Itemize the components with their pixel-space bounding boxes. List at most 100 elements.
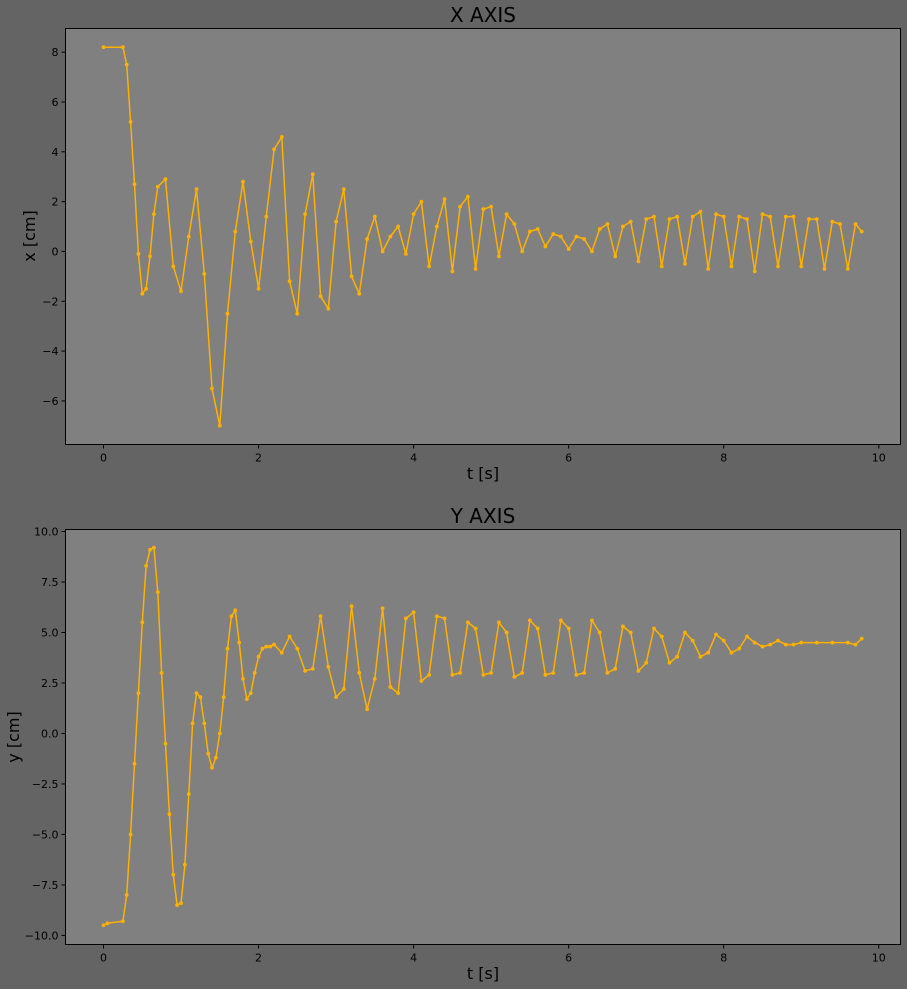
y-axis-data-point <box>636 669 641 673</box>
x-axis-data-point <box>721 214 726 219</box>
x-axis-data-point <box>690 214 695 219</box>
y-axis-data-point <box>167 812 172 817</box>
x-axis-data-point <box>590 249 594 254</box>
y-axis-xtick-label: 10 <box>872 952 886 965</box>
x-axis-data-point <box>163 177 168 182</box>
y-axis-data-point <box>411 610 416 615</box>
x-axis-data-point <box>179 289 183 294</box>
x-axis-data-point <box>776 264 780 269</box>
y-axis-data-point <box>260 646 265 651</box>
y-axis-data-point <box>706 650 711 655</box>
x-axis-data-point <box>497 254 501 259</box>
y-axis-data-point <box>721 638 726 643</box>
y-axis-data-point <box>124 893 129 897</box>
y-axis-data-point <box>690 638 695 643</box>
y-axis-data-point <box>621 624 625 629</box>
x-axis-data-point <box>551 232 556 236</box>
y-axis-ytick-label: −10.0 <box>25 929 59 942</box>
x-axis-ytick-label: 0 <box>52 245 59 258</box>
y-axis-data-point <box>101 923 106 928</box>
x-axis-data-point <box>636 259 641 264</box>
y-axis-data-point <box>473 626 478 631</box>
x-axis-data-point <box>225 311 230 316</box>
y-axis-data-point <box>791 642 796 647</box>
y-axis-data-point <box>272 642 276 647</box>
y-axis-data-point <box>590 618 594 623</box>
y-axis-data-point <box>458 671 462 675</box>
x-axis-data-point <box>512 222 517 226</box>
x-axis-series-layer <box>101 45 864 428</box>
y-axis-data-point <box>303 669 307 673</box>
y-axis-xtick-label: 6 <box>565 952 572 965</box>
y-axis-data-point <box>675 654 680 659</box>
x-axis-data-point <box>326 306 331 311</box>
x-axis-data-point <box>152 212 156 217</box>
x-axis-data-point <box>535 227 540 231</box>
x-axis-data-point <box>683 262 687 266</box>
x-axis-ytick-label: −6 <box>42 395 58 408</box>
x-axis-xtick-label: 2 <box>255 452 262 465</box>
x-axis-data-point <box>450 269 455 274</box>
x-axis-data-point <box>272 147 276 152</box>
y-axis-data-point <box>466 620 470 625</box>
x-axis-data-point <box>659 264 664 269</box>
y-axis-data-point <box>729 650 734 655</box>
x-axis-data-point <box>481 207 486 212</box>
x-axis-data-point <box>613 254 618 259</box>
y-axis-data-point <box>597 630 602 635</box>
y-axis-data-point <box>752 640 757 645</box>
y-axis-data-point <box>190 721 195 726</box>
x-axis-data-point <box>675 214 680 219</box>
y-axis-ytick-label: 5.0 <box>41 626 59 639</box>
x-axis-data-point <box>132 182 137 187</box>
y-axis-data-point <box>737 646 742 651</box>
x-axis-data-point <box>287 279 292 284</box>
x-axis-data-point <box>155 184 160 189</box>
x-axis-data-point <box>121 45 125 50</box>
x-axis-xtick-label: 10 <box>872 452 886 465</box>
y-axis-data-point <box>179 901 183 905</box>
y-axis-data-point <box>481 673 486 677</box>
y-axis-data-point <box>644 660 649 665</box>
x-axis-data-point <box>442 197 447 202</box>
x-axis-data-point <box>349 274 354 279</box>
y-axis-data-point <box>248 691 253 695</box>
y-axis-data-point <box>221 695 226 699</box>
x-axis-data-point <box>210 386 214 391</box>
x-axis-data-point <box>458 204 462 209</box>
x-axis-data-point <box>241 179 245 184</box>
y-axis-data-point <box>628 630 633 635</box>
y-axis-data-point <box>520 671 525 675</box>
x-axis-data-point <box>760 212 765 217</box>
x-axis-data-point <box>279 135 284 139</box>
y-axis-data-point <box>171 872 176 877</box>
y-axis-data-point <box>427 673 431 677</box>
y-axis-data-point <box>155 590 160 594</box>
y-axis-data-point <box>551 671 556 675</box>
x-axis-data-point <box>574 234 579 239</box>
x-axis-ytick-label: −4 <box>42 345 58 358</box>
x-axis-data-point <box>528 229 532 234</box>
x-axis-data-point <box>388 234 393 239</box>
x-axis-ytick-label: 4 <box>52 146 59 159</box>
y-axis-data-point <box>229 614 234 619</box>
y-axis-data-point <box>396 691 400 695</box>
y-axis-data-point <box>768 642 773 647</box>
y-axis-chart-title: Y AXIS <box>450 504 516 528</box>
y-axis-data-point <box>326 664 331 669</box>
x-axis-data-point <box>341 187 346 192</box>
y-axis-data-point <box>128 832 133 837</box>
x-axis-data-point <box>248 239 253 244</box>
y-axis-xtick-label: 4 <box>410 952 417 965</box>
x-axis-data-point <box>372 214 377 219</box>
x-axis-data-point <box>698 209 703 214</box>
y-axis-data-point <box>287 634 292 639</box>
x-axis-data-point <box>628 219 633 224</box>
y-axis-data-point <box>760 644 765 649</box>
x-axis-data-point <box>303 212 307 217</box>
y-axis-data-point <box>830 640 835 645</box>
x-axis-data-point <box>706 267 711 271</box>
x-axis-xtick-label: 8 <box>720 452 727 465</box>
y-axis-ticks: 0 2 4 6 8 10 −10.0 −7.5 −5.0 −2.5 0.0 2.5 5.0 7.5 10.0 <box>25 526 886 965</box>
y-axis-data-point <box>528 618 532 623</box>
